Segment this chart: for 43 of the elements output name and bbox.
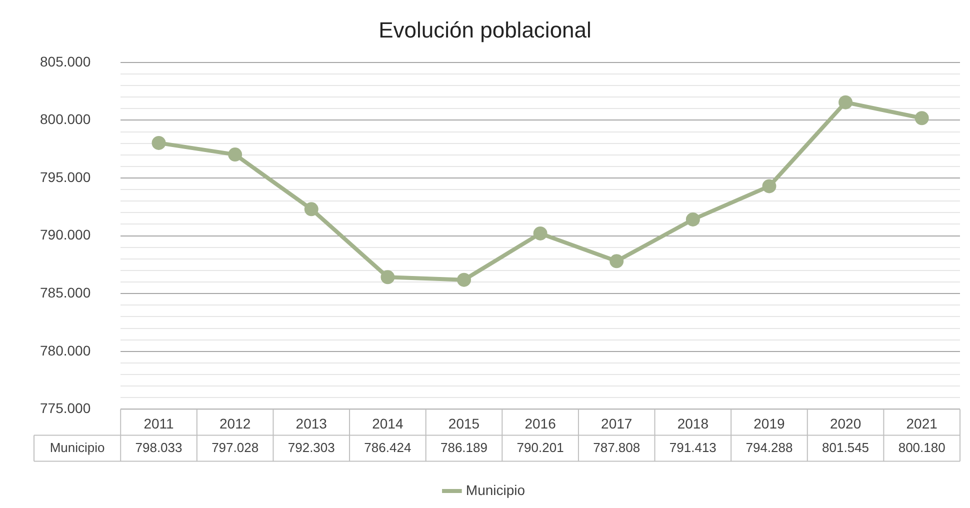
point: [533, 226, 548, 240]
point: [152, 136, 166, 150]
chart-title: Evolución poblacional: [378, 17, 592, 42]
point: [610, 254, 624, 268]
x-tick-label: 2011: [144, 415, 174, 432]
point: [228, 148, 242, 162]
x-tick-label: 2013: [296, 415, 328, 432]
data-label: 791.413: [669, 440, 716, 455]
y-tick-label: 780.000: [40, 342, 91, 358]
data-label: 794.288: [746, 440, 793, 455]
y-tick-label: 785.000: [40, 284, 91, 300]
y-tick-label: 790.000: [40, 226, 91, 243]
data-label: 786.189: [440, 440, 488, 455]
text: Municipio: [50, 440, 105, 455]
point: [914, 111, 929, 126]
x-tick-label: 2020: [830, 415, 862, 432]
y-tick-label: 775.000: [40, 400, 91, 416]
legend-label: Municipio: [466, 482, 526, 498]
data-label: 800.180: [898, 440, 946, 455]
x-tick-label: 2015: [448, 415, 480, 432]
point: [762, 179, 776, 194]
point: [456, 272, 471, 287]
point: [380, 270, 395, 284]
data-label: 798.033: [135, 440, 182, 455]
x-tick-label: 2021: [906, 415, 938, 432]
y-tick-label: 805.000: [40, 53, 91, 70]
y-tick-label: 800.000: [40, 111, 91, 128]
data-label: 787.808: [593, 440, 640, 455]
y-tick-label: 795.000: [40, 168, 91, 185]
data-label: 792.303: [288, 440, 335, 455]
point: [686, 212, 700, 226]
x-tick-label: 2019: [754, 415, 786, 432]
x-tick-label: 2014: [372, 415, 404, 432]
point: [838, 95, 853, 110]
x-tick-label: 2017: [601, 415, 632, 432]
point: [304, 202, 318, 216]
data-label: 801.545: [822, 440, 870, 455]
x-tick-label: 2016: [524, 415, 556, 432]
x-tick-label: 2012: [219, 415, 251, 432]
x-tick-label: 2018: [677, 415, 709, 432]
data-label: 786.424: [364, 440, 412, 455]
data-label: 790.201: [516, 440, 564, 455]
data-label: 797.028: [212, 440, 259, 455]
